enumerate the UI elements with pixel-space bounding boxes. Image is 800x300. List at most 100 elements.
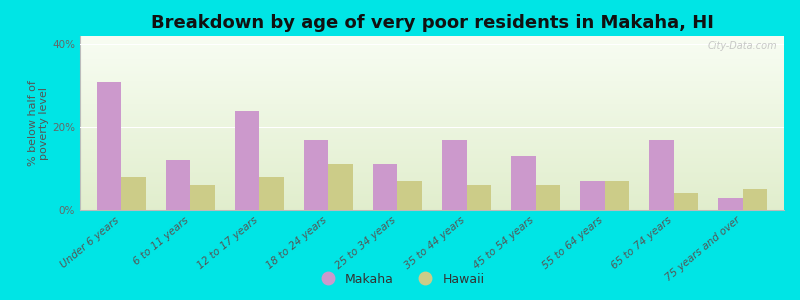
Bar — [166, 160, 190, 210]
Bar — [80, 191, 784, 193]
Bar — [80, 135, 784, 137]
Bar — [80, 58, 784, 60]
Bar — [80, 116, 784, 118]
Bar — [80, 45, 784, 46]
Bar — [80, 90, 784, 92]
Bar — [742, 189, 766, 210]
Bar — [80, 53, 784, 55]
Bar — [80, 198, 784, 200]
Bar — [235, 111, 259, 210]
Bar — [80, 140, 784, 142]
Bar — [80, 60, 784, 62]
Bar — [80, 95, 784, 97]
Bar — [80, 205, 784, 206]
Bar — [80, 48, 784, 50]
Bar — [80, 132, 784, 134]
Bar — [580, 181, 605, 210]
Bar — [80, 41, 784, 43]
Bar — [80, 97, 784, 99]
Bar — [80, 167, 784, 168]
Bar — [80, 125, 784, 127]
Bar — [80, 67, 784, 69]
Bar — [80, 74, 784, 76]
Bar — [80, 85, 784, 86]
Bar — [80, 158, 784, 160]
Bar — [80, 43, 784, 45]
Bar — [80, 66, 784, 67]
Bar — [80, 50, 784, 52]
Bar — [374, 164, 398, 210]
Bar — [80, 64, 784, 66]
Bar — [80, 92, 784, 93]
Bar — [80, 200, 784, 201]
Bar — [80, 112, 784, 114]
Bar — [80, 134, 784, 135]
Bar — [80, 184, 784, 186]
Bar — [80, 151, 784, 153]
Bar — [80, 208, 784, 210]
Bar — [442, 140, 466, 210]
Bar — [80, 57, 784, 58]
Bar — [605, 181, 629, 210]
Bar — [98, 82, 122, 210]
Bar — [80, 73, 784, 74]
Legend: Makaha, Hawaii: Makaha, Hawaii — [310, 268, 490, 291]
Bar — [80, 114, 784, 116]
Bar — [80, 83, 784, 85]
Bar — [80, 118, 784, 119]
Bar — [80, 121, 784, 123]
Bar — [80, 182, 784, 184]
Bar — [329, 164, 353, 210]
Bar — [80, 144, 784, 146]
Bar — [80, 104, 784, 106]
Bar — [80, 76, 784, 78]
Bar — [80, 139, 784, 140]
Bar — [80, 93, 784, 95]
Bar — [80, 81, 784, 83]
Bar — [80, 88, 784, 90]
Bar — [122, 177, 146, 210]
Bar — [80, 80, 784, 81]
Bar — [718, 198, 742, 210]
Bar — [80, 175, 784, 177]
Bar — [80, 111, 784, 112]
Bar — [80, 99, 784, 100]
Bar — [304, 140, 329, 210]
Bar — [80, 119, 784, 121]
Bar — [80, 177, 784, 179]
Bar — [80, 69, 784, 71]
Bar — [80, 106, 784, 107]
Bar — [80, 107, 784, 109]
Bar — [80, 102, 784, 104]
Bar — [80, 154, 784, 156]
Bar — [80, 128, 784, 130]
Bar — [650, 140, 674, 210]
Bar — [80, 189, 784, 191]
Bar — [190, 185, 214, 210]
Bar — [80, 36, 784, 38]
Bar — [80, 173, 784, 175]
Bar — [80, 165, 784, 167]
Bar — [80, 38, 784, 40]
Bar — [80, 186, 784, 188]
Text: City-Data.com: City-Data.com — [707, 41, 777, 51]
Bar — [80, 201, 784, 203]
Bar — [80, 188, 784, 189]
Bar — [80, 52, 784, 53]
Bar — [80, 137, 784, 139]
Bar — [80, 62, 784, 64]
Bar — [80, 153, 784, 154]
Bar — [80, 46, 784, 48]
Bar — [466, 185, 490, 210]
Bar — [80, 161, 784, 163]
Bar — [80, 149, 784, 151]
Bar — [80, 206, 784, 208]
Title: Breakdown by age of very poor residents in Makaha, HI: Breakdown by age of very poor residents … — [150, 14, 714, 32]
Bar — [80, 78, 784, 80]
Bar — [674, 194, 698, 210]
Bar — [80, 146, 784, 147]
Bar — [80, 109, 784, 111]
Bar — [398, 181, 422, 210]
Bar — [511, 156, 535, 210]
Bar — [80, 203, 784, 205]
